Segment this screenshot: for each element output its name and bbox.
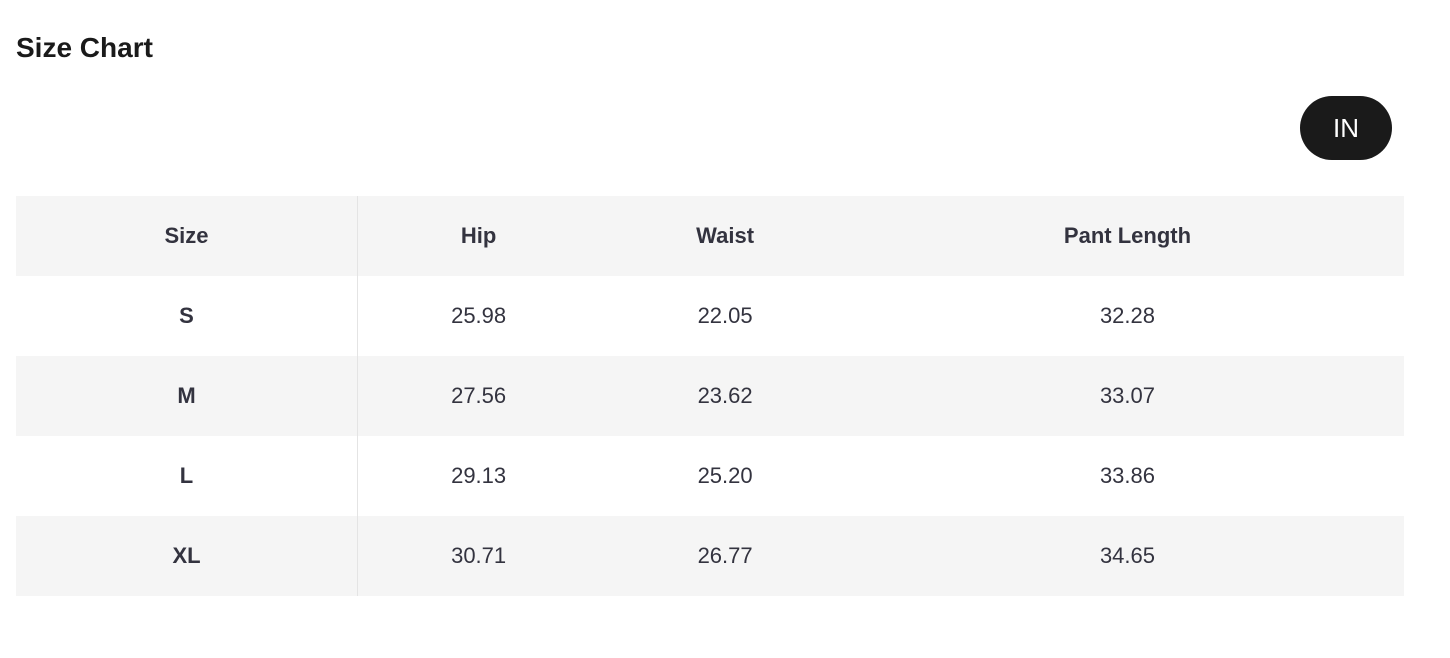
cell-size: L (16, 436, 358, 516)
cell-waist: 22.05 (697, 303, 753, 328)
cell-hip: 25.98 (451, 303, 507, 328)
cell-size: S (16, 276, 358, 356)
cell-hip: 27.56 (451, 383, 507, 408)
size-chart-table: Size Hip Waist Pant Length S 25.98 22.05… (16, 196, 1404, 596)
cell-hip: 29.13 (451, 463, 507, 488)
header-pant-length: Pant Length (1063, 223, 1192, 248)
table-row: XL 30.71 26.77 34.65 (16, 516, 1404, 596)
header-size: Size (16, 196, 358, 276)
table-row: M 27.56 23.62 33.07 (16, 356, 1404, 436)
cell-pant-length: 33.07 (1099, 383, 1155, 408)
cell-size: M (16, 356, 358, 436)
unit-toggle-button[interactable]: IN (1300, 96, 1392, 160)
cell-size: XL (16, 516, 358, 596)
cell-pant-length: 34.65 (1099, 543, 1155, 568)
page-title: Size Chart (16, 32, 153, 63)
cell-pant-length: 33.86 (1099, 463, 1155, 488)
table-row: S 25.98 22.05 32.28 (16, 276, 1404, 356)
cell-pant-length: 32.28 (1099, 303, 1155, 328)
table-header-row: Size Hip Waist Pant Length (16, 196, 1404, 276)
cell-waist: 26.77 (697, 543, 753, 568)
cell-waist: 25.20 (697, 463, 753, 488)
cell-hip: 30.71 (451, 543, 507, 568)
table-row: L 29.13 25.20 33.86 (16, 436, 1404, 516)
cell-waist: 23.62 (697, 383, 753, 408)
header-waist: Waist (696, 223, 755, 248)
header-hip: Hip (460, 223, 497, 248)
